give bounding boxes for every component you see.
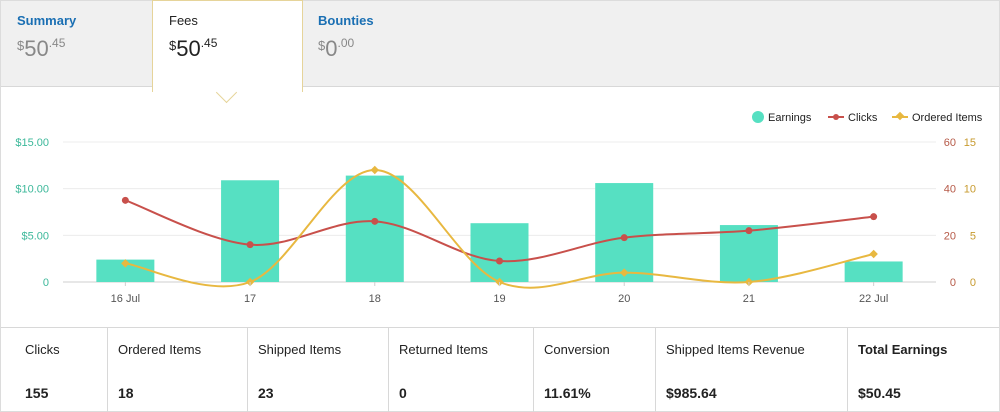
- earnings-bar: [345, 175, 404, 282]
- tab-fees-currency: $: [169, 38, 177, 53]
- legend-clicks-label: Clicks: [848, 112, 878, 124]
- earnings-bar: [595, 183, 654, 282]
- earnings-bars: [96, 175, 903, 282]
- tab-fees[interactable]: Fees $50.45: [152, 0, 303, 92]
- tab-bounties-cents: .00: [337, 36, 355, 50]
- x-axis-tick-label: 18: [369, 293, 381, 305]
- tab-fees-whole: 50: [176, 36, 201, 61]
- left-axis-tick-label: $10.00: [15, 184, 49, 196]
- tab-fees-label: Fees: [169, 13, 198, 28]
- x-axis-tick-label: 20: [618, 293, 630, 305]
- legend-item-ordered-items[interactable]: Ordered Items: [892, 111, 983, 124]
- stat-total-earnings-label: Total Earnings: [858, 342, 948, 357]
- right-axis-tick-label: 60: [944, 137, 956, 149]
- stat-shipped-items-label: Shipped Items: [258, 342, 342, 357]
- tab-bounties-label: Bounties: [318, 13, 374, 28]
- clicks-point: [870, 213, 878, 221]
- tab-bounties[interactable]: Bounties $0.00: [302, 1, 454, 86]
- right-axis2-tick-label: 10: [964, 184, 976, 196]
- right-axis-tick-label: 0: [950, 277, 956, 289]
- tab-summary[interactable]: Summary $50.45: [1, 1, 153, 86]
- stat-conversion-label: Conversion: [544, 342, 610, 357]
- legend-ordered-items-label: Ordered Items: [912, 112, 983, 124]
- ordered-items-point: [370, 165, 380, 175]
- chart-area: Earnings Clicks Ordered Items $15.00 60 15…: [1, 87, 999, 327]
- tab-summary-currency: $: [17, 38, 25, 53]
- stat-returned-items-label: Returned Items: [399, 342, 488, 357]
- earnings-bar: [96, 259, 155, 282]
- tab-summary-label: Summary: [17, 13, 77, 28]
- stat-conversion-value: 11.61%: [544, 385, 591, 401]
- x-axis-tick-label: 22 Jul: [859, 293, 888, 305]
- tab-summary-amount: $50.45: [17, 36, 137, 62]
- clicks-point: [371, 217, 379, 225]
- earnings-bar: [470, 223, 529, 282]
- legend-earnings-marker: [752, 111, 764, 123]
- tab-fees-cents: .45: [200, 36, 218, 50]
- x-axis-tick-label: 17: [244, 293, 256, 305]
- stat-clicks-label: Clicks: [25, 342, 60, 357]
- stat-total-earnings: Total Earnings $50.45: [848, 328, 999, 412]
- right-axis-tick-label: 20: [944, 230, 956, 242]
- report-tabs: Summary $50.45 Fees $50.45 Bounties $0.0…: [1, 0, 999, 92]
- x-axis-tick-label: 16 Jul: [111, 293, 140, 305]
- stat-conversion: Conversion 11.61%: [534, 328, 656, 412]
- tab-bounties-amount: $0.00: [318, 36, 438, 62]
- stat-returned-items: Returned Items 0: [389, 328, 534, 412]
- legend-item-earnings[interactable]: Earnings: [752, 111, 812, 124]
- x-axis-tick-label: 21: [743, 293, 755, 305]
- legend-item-clicks[interactable]: Clicks: [828, 112, 878, 124]
- right-axis2-tick-label: 5: [970, 230, 976, 242]
- stat-shipped-items-revenue-label: Shipped Items Revenue: [666, 342, 805, 357]
- stat-clicks: Clicks 155: [1, 328, 108, 412]
- right-axis2-tick-label: 0: [970, 277, 976, 289]
- earnings-bar: [844, 261, 903, 282]
- legend-clicks-marker: [833, 114, 839, 120]
- earnings-bar: [221, 180, 280, 282]
- stats-row: Clicks 155 Ordered Items 18 Shipped Item…: [1, 327, 999, 412]
- clicks-point: [620, 234, 628, 242]
- tab-bounties-whole: 0: [325, 36, 338, 61]
- right-axis2-tick-label: 15: [964, 137, 976, 149]
- stat-ordered-items: Ordered Items 18: [108, 328, 248, 412]
- stat-shipped-items-revenue-value: $985.64: [666, 385, 717, 401]
- stat-ordered-items-label: Ordered Items: [118, 342, 202, 357]
- ordered-items-point: [121, 259, 130, 268]
- stat-shipped-items-revenue: Shipped Items Revenue $985.64: [656, 328, 848, 412]
- stat-total-earnings-value: $50.45: [858, 385, 901, 401]
- left-axis-tick-label: $15.00: [15, 137, 49, 149]
- tab-summary-whole: 50: [24, 36, 49, 61]
- legend-earnings-label: Earnings: [768, 112, 812, 124]
- stat-shipped-items-value: 23: [258, 385, 274, 401]
- legend-ordered-items-marker: [895, 111, 905, 121]
- ordered-items-point: [869, 249, 878, 259]
- chart-legend: Earnings Clicks Ordered Items: [752, 111, 983, 124]
- right-axis-tick-label: 40: [944, 184, 956, 196]
- left-axis-tick-label: 0: [43, 277, 49, 289]
- stat-clicks-value: 155: [25, 385, 49, 401]
- tab-summary-cents: .45: [48, 36, 66, 50]
- chart-axes: $15.00 60 15 $10.00 40 10 $5.00 20 5 0 0 0 16 Jul 17 1…: [15, 137, 976, 305]
- clicks-point: [121, 196, 129, 204]
- left-axis-tick-label: $5.00: [21, 230, 49, 242]
- earnings-chart: Earnings Clicks Ordered Items $15.00 60 15…: [15, 111, 983, 305]
- x-axis-tick-label: 19: [493, 293, 505, 305]
- clicks-point: [745, 227, 753, 235]
- earnings-bar: [719, 225, 778, 282]
- clicks-point: [496, 257, 503, 265]
- stat-shipped-items: Shipped Items 23: [248, 328, 389, 412]
- clicks-point: [246, 241, 254, 249]
- stat-ordered-items-value: 18: [118, 385, 134, 401]
- tab-fees-amount: $50.45: [169, 36, 286, 62]
- tab-bounties-currency: $: [318, 38, 326, 53]
- stat-returned-items-value: 0: [399, 385, 407, 401]
